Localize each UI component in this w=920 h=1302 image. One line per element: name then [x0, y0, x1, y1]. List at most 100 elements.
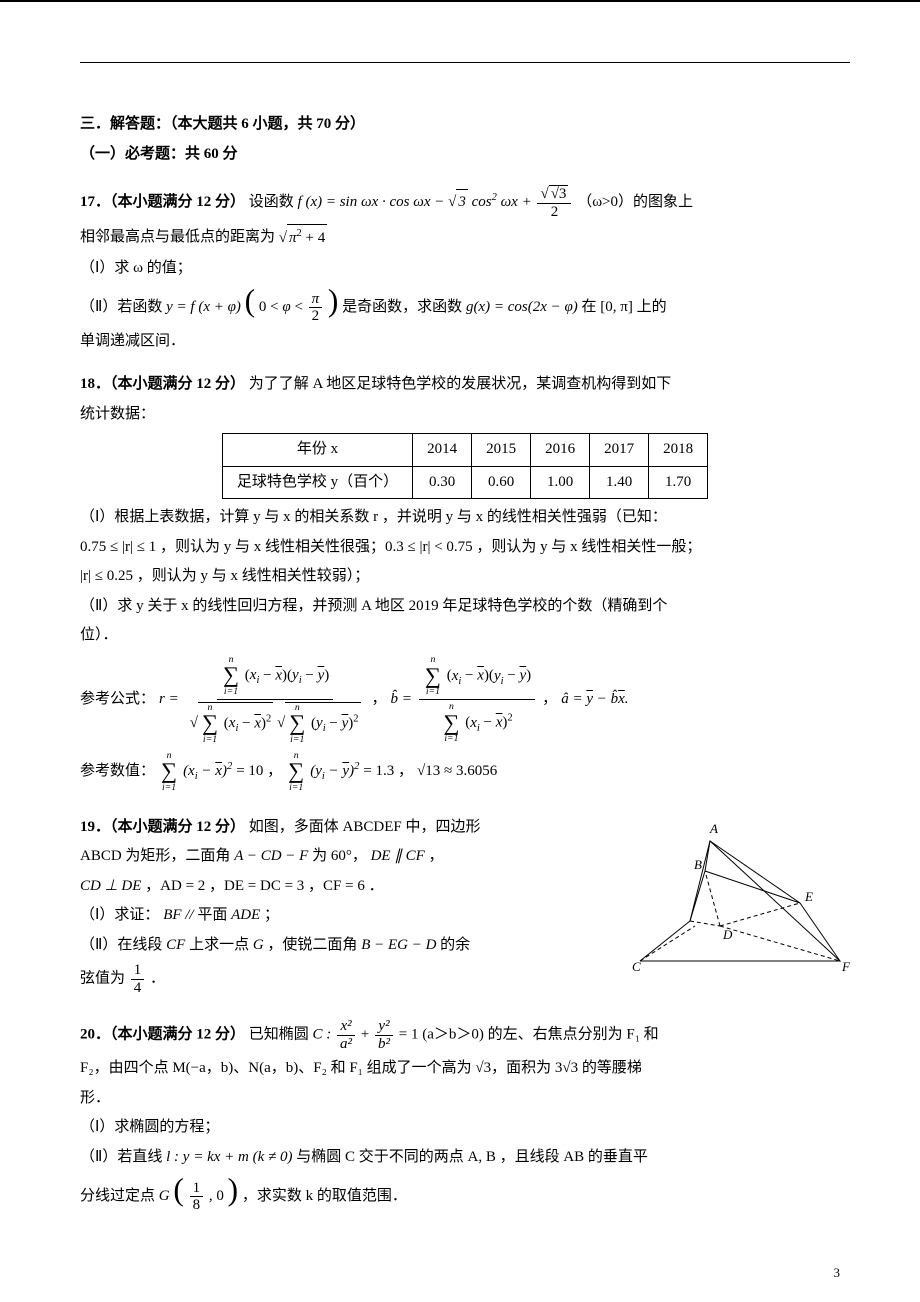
td-year: 2015	[472, 434, 531, 467]
q20-G-b: , 0	[209, 1188, 224, 1204]
q20-l1b: = 1 (a＞b＞0) 的左、右焦点分别为 F₁ 和	[399, 1027, 659, 1043]
td-val: 1.00	[531, 466, 590, 499]
content: 三．解答题：（本大题共 6 小题，共 70 分） （一）必考题：共 60 分 1…	[80, 112, 850, 1214]
q19-decf: DE ∥ CF	[371, 848, 425, 864]
q18-intro2: 统计数据：	[80, 402, 850, 428]
q19-l2d: ，	[429, 848, 444, 864]
q19-l1: 如图，多面体 ABCDEF 中，四边形	[249, 819, 481, 835]
q18-ref-formula: 参考公式： r = n∑i=1 (xi − x)(yi − y) n∑i=1 (…	[80, 655, 850, 745]
q20-p3b: ，求实数 k 的取值范围．	[242, 1188, 407, 1204]
q17-label: 17．（本小题满分 12 分）	[80, 194, 245, 210]
label-F: F	[841, 959, 850, 974]
r-frac: n∑i=1 (xi − x)(yi − y) n∑i=1 (xi − x)2 n…	[186, 655, 365, 745]
q20-part2: （Ⅱ）若直线 l : y = kx + m (k ≠ 0) 与椭圆 C 交于不同…	[80, 1145, 850, 1171]
q17-part2: （Ⅱ）若函数 y = f (x + φ) ( 0 < φ < π 2 ) 是奇函…	[80, 285, 850, 325]
q20-l1a: 已知椭圆	[249, 1027, 313, 1043]
q20-line1: 20．（本小题满分 12 分） 已知椭圆 C : x² a² + y² b² =…	[80, 1018, 850, 1052]
td-val: 1.40	[590, 466, 649, 499]
q17-yeq: y = f (x + φ)	[166, 299, 241, 315]
th-y: 足球特色学校 y（百个）	[222, 466, 412, 499]
polyhedron-svg: A B C D E F	[620, 811, 850, 981]
q20-part1: （Ⅰ）求椭圆的方程；	[80, 1115, 850, 1141]
q19-begd: B − EG − D	[361, 937, 436, 953]
ref-formula-label: 参考公式：	[80, 687, 155, 713]
q19-p2a: （Ⅱ）在线段	[80, 937, 166, 953]
td-year: 2017	[590, 434, 649, 467]
q17-geq: g(x) = cos(2x − φ)	[466, 299, 578, 315]
comma2: ，	[542, 687, 557, 713]
sum1: n∑i=1	[161, 751, 177, 793]
question-18: 18．（本小题满分 12 分） 为了了解 A 地区足球特色学校的发展状况，某调查…	[80, 372, 850, 793]
q19-cf: CF	[166, 937, 185, 953]
label-C: C	[632, 959, 641, 974]
q19-p3a: 弦值为	[80, 971, 125, 987]
td-val: 0.30	[413, 466, 472, 499]
q18-p1c: |r| ≤ 0.25 ，则认为 y 与 x 线性相关性较弱）；	[80, 564, 850, 590]
question-20: 20．（本小题满分 12 分） 已知椭圆 C : x² a² + y² b² =…	[80, 1018, 850, 1214]
td-year: 2016	[531, 434, 590, 467]
q18-p2a: （Ⅱ）求 y 关于 x 的线性回归方程，并预测 A 地区 2019 年足球特色学…	[80, 594, 850, 620]
q19-p1a: （Ⅰ）求证：	[80, 907, 159, 923]
rv2: = 1.3 ，	[363, 759, 413, 785]
q20-line2b: 形．	[80, 1086, 850, 1112]
lparen: (	[245, 283, 256, 318]
q20-part3: 分线过定点 G ( 1 8 , 0 ) ，求实数 k 的取值范围．	[80, 1174, 850, 1214]
rparen: )	[328, 283, 339, 318]
q17-line3: 单调递减区间．	[80, 329, 850, 355]
q19-l3b: ，AD = 2 ，DE = DC = 3 ，CF = 6 ．	[145, 878, 383, 894]
q19-l2a: ABCD 为矩形，二面角	[80, 848, 234, 864]
q19-cos-frac: 1 4	[131, 962, 145, 996]
q17-line2: 相邻最高点与最低点的距离为 π2 + 4	[80, 224, 850, 252]
q18-p2b: 位）．	[80, 623, 850, 649]
rparen2: )	[228, 1172, 239, 1207]
q17-phi: 0 < φ <	[259, 299, 307, 315]
q20-p2b: 与椭圆 C 交于不同的两点 A, B ，且线段 AB 的垂直平	[296, 1149, 648, 1165]
q20-p2a: （Ⅱ）若直线	[80, 1149, 166, 1165]
section-title-2: （一）必考题：共 60 分	[80, 142, 850, 168]
label-A: A	[709, 821, 718, 836]
td-year: 2014	[413, 434, 472, 467]
q20-l-eq: l : y = kx + m (k ≠ 0)	[166, 1149, 292, 1165]
q19-p2b: 上求一点	[189, 937, 253, 953]
q20-plus: +	[361, 1027, 373, 1043]
page-number: 3	[834, 1262, 841, 1284]
lparen2: (	[173, 1172, 184, 1207]
q19-l3a: CD ⊥ DE	[80, 878, 141, 894]
rv3: √13 ≈ 3.6056	[417, 759, 497, 785]
rv1: = 10 ，	[236, 759, 282, 785]
label-B: B	[694, 857, 702, 872]
label-E: E	[804, 889, 813, 904]
q17-part1: （Ⅰ）求 ω 的值；	[80, 256, 850, 282]
ahat-eq: â = y − b̂x.	[561, 687, 628, 713]
td-val: 1.70	[649, 466, 708, 499]
q18-line1: 18．（本小题满分 12 分） 为了了解 A 地区足球特色学校的发展状况，某调查…	[80, 372, 850, 398]
q20-label: 20．（本小题满分 12 分）	[80, 1027, 245, 1043]
q19-p3b: ．	[150, 971, 165, 987]
question-19: A B C D E F 19．（本小题满分 12 分） 如图，多面体 ABCDE…	[80, 811, 850, 1001]
top-rule	[80, 62, 850, 63]
table-row: 年份 x 2014 2015 2016 2017 2018	[222, 434, 707, 467]
exam-page: 三．解答题：（本大题共 6 小题，共 70 分） （一）必考题：共 60 分 1…	[0, 0, 920, 1302]
q18-intro: 为了了解 A 地区足球特色学校的发展状况，某调查机构得到如下	[249, 376, 672, 392]
q19-p2d: 的余	[440, 937, 470, 953]
q18-table: 年份 x 2014 2015 2016 2017 2018 足球特色学校 y（百…	[222, 433, 708, 499]
q19-ade: ADE	[231, 907, 264, 923]
q20-line2a: F₂，由四个点 M(−a，b)、N(a，b)、F₂ 和 F₁ 组成了一个高为 √…	[80, 1056, 850, 1082]
q17-p2c: 在 [0, π] 上的	[582, 299, 667, 315]
sx: (xi − x)2	[183, 758, 232, 786]
q19-l2b: 为 60°，	[312, 848, 367, 864]
q17-t2: 相邻最高点与最低点的距离为	[80, 229, 275, 245]
td-year: 2018	[649, 434, 708, 467]
q20-frac1: x² a²	[337, 1018, 355, 1052]
comma1: ，	[372, 687, 387, 713]
q17-t1a: 设函数	[249, 194, 298, 210]
bhat-eq: b̂ =	[391, 687, 412, 713]
bhat-frac: n∑i=1 (xi − x)(yi − y) n∑i=1 (xi − x)2	[419, 655, 535, 744]
q20-p3a: 分线过定点	[80, 1188, 159, 1204]
q17-sqrt: π2 + 4	[279, 224, 327, 252]
q17-t1b: （ω>0）的图象上	[577, 194, 693, 210]
q19-p1c: 平面	[197, 907, 227, 923]
q20-C: C :	[313, 1027, 336, 1043]
q19-label: 19．（本小题满分 12 分）	[80, 819, 245, 835]
q18-p1a: （Ⅰ）根据上表数据，计算 y 与 x 的相关系数 r ，并说明 y 与 x 的线…	[80, 505, 850, 531]
